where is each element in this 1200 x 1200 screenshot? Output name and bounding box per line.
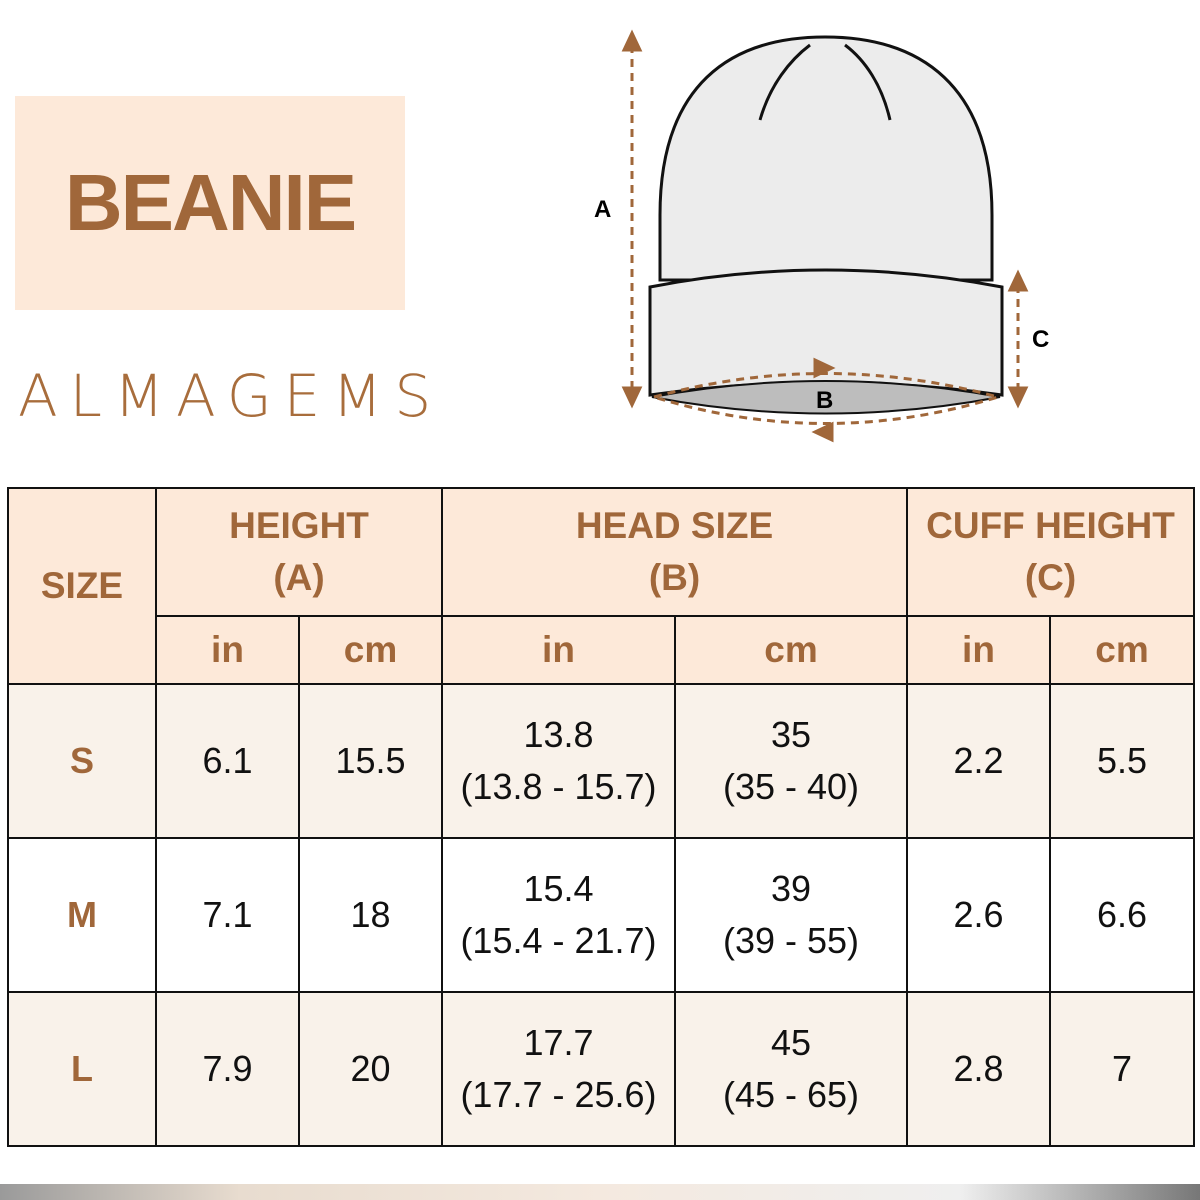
- label-b: B: [816, 387, 833, 414]
- range: (17.7 - 25.6): [460, 1074, 657, 1115]
- height-in: 6.1: [155, 683, 300, 839]
- value: 35: [770, 714, 812, 755]
- head-in: 13.8 (13.8 - 15.7): [441, 683, 676, 839]
- head-cm: 39 (39 - 55): [674, 837, 908, 993]
- head-cm: 35 (35 - 40): [674, 683, 908, 839]
- title-box: BEANIE: [15, 96, 405, 310]
- group-title: CUFF HEIGHT: [926, 505, 1175, 546]
- table-row: L 7.9 20 17.7 (17.7 - 25.6) 45 (45 - 65) 2…: [7, 991, 1195, 1147]
- beanie-cuff: [648, 268, 1004, 397]
- height-cm: 18: [298, 837, 443, 993]
- range: (15.4 - 21.7): [460, 920, 657, 961]
- label-a: A: [594, 196, 611, 223]
- unit-cell: in: [906, 615, 1051, 685]
- range: (13.8 - 15.7): [460, 766, 657, 807]
- range: (45 - 65): [722, 1074, 860, 1115]
- value: 17.7: [523, 1022, 594, 1063]
- cuff-in: 2.2: [906, 683, 1051, 839]
- height-in: 7.1: [155, 837, 300, 993]
- group-sub: (B): [648, 557, 701, 598]
- unit-cell: cm: [674, 615, 908, 685]
- crown-seam-icon: [758, 43, 892, 121]
- head-in: 17.7 (17.7 - 25.6): [441, 991, 676, 1147]
- unit-cell: cm: [298, 615, 443, 685]
- beanie-diagram: A B C: [594, 29, 1049, 443]
- height-header: HEIGHT (A): [155, 487, 443, 617]
- beanie-opening: [651, 380, 1001, 415]
- beanie-crown: [658, 35, 994, 282]
- size-cell: M: [7, 837, 157, 993]
- head-cm: 45 (45 - 65): [674, 991, 908, 1147]
- height-cm: 20: [298, 991, 443, 1147]
- cuff-in: 2.6: [906, 837, 1051, 993]
- height-cm: 15.5: [298, 683, 443, 839]
- unit-cell: in: [441, 615, 676, 685]
- group-sub: (A): [273, 557, 325, 598]
- cuff-cm: 6.6: [1049, 837, 1195, 993]
- label-c: C: [1032, 326, 1049, 353]
- unit-cell: cm: [1049, 615, 1195, 685]
- value: 39: [770, 868, 812, 909]
- value: 45: [770, 1022, 812, 1063]
- table-row: M 7.1 18 15.4 (15.4 - 21.7) 39 (39 - 55) 2…: [7, 837, 1195, 993]
- height-in: 7.9: [155, 991, 300, 1147]
- cuff-in: 2.8: [906, 991, 1051, 1147]
- group-title: HEIGHT: [229, 505, 369, 546]
- cuff-cm: 5.5: [1049, 683, 1195, 839]
- table-row: S 6.1 15.5 13.8 (13.8 - 15.7) 35 (35 - 40)…: [7, 683, 1195, 839]
- photo-strip: [0, 1184, 1200, 1200]
- head-size-header: HEAD SIZE (B): [441, 487, 908, 617]
- unit-cell: in: [155, 615, 300, 685]
- cuff-cm: 7: [1049, 991, 1195, 1147]
- range: (39 - 55): [722, 920, 860, 961]
- range: (35 - 40): [722, 766, 860, 807]
- size-cell: S: [7, 683, 157, 839]
- value: 13.8: [523, 714, 594, 755]
- size-table: SIZE HEIGHT (A) HEAD SIZE (B) CUFF HEIGHT (…: [7, 487, 1195, 1147]
- head-in: 15.4 (15.4 - 21.7): [441, 837, 676, 993]
- group-sub: (C): [1024, 557, 1077, 598]
- brand-logo: ALMAGEMS: [18, 362, 444, 430]
- value: 15.4: [523, 868, 594, 909]
- unit-row: in cm in cm in cm: [8, 615, 1195, 685]
- header-row: SIZE HEIGHT (A) HEAD SIZE (B) CUFF HEIGHT (…: [7, 487, 1195, 685]
- group-title: HEAD SIZE: [575, 505, 774, 546]
- page-title: BEANIE: [64, 158, 357, 247]
- cuff-height-header: CUFF HEIGHT (C): [906, 487, 1195, 617]
- size-cell: L: [7, 991, 157, 1147]
- size-header: SIZE: [7, 487, 157, 685]
